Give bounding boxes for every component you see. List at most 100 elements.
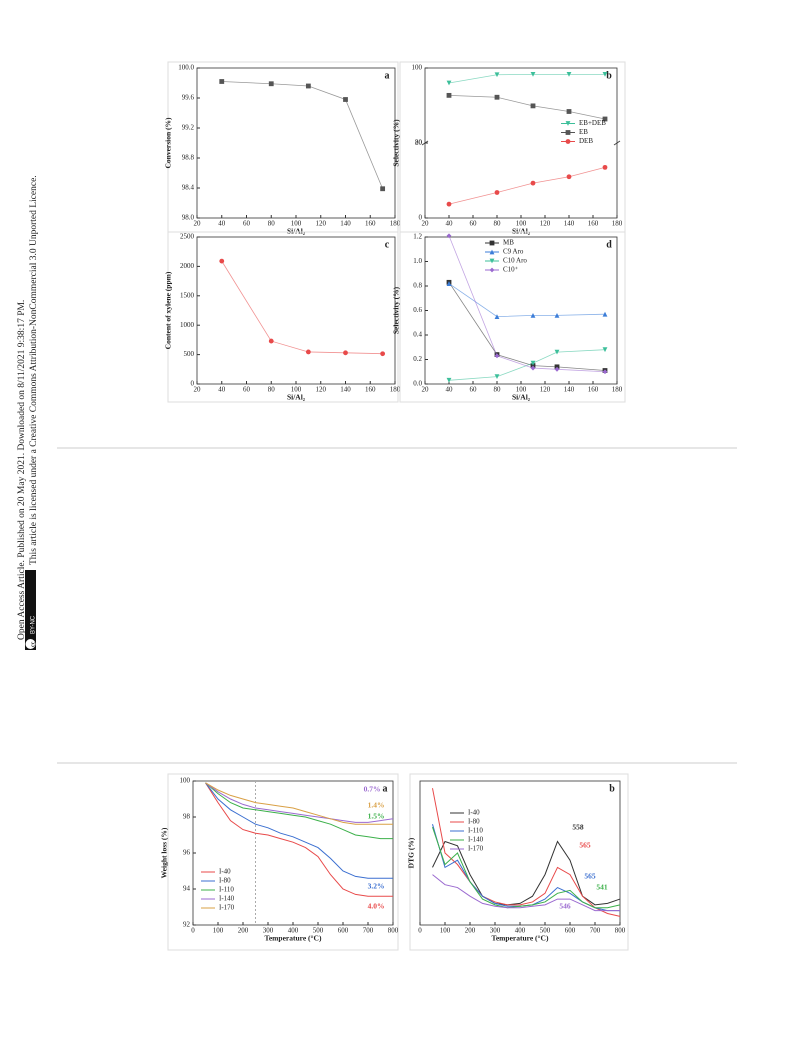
y-tick-label: 500	[184, 350, 195, 358]
series-line	[432, 874, 620, 912]
annotation: 1.4%	[368, 801, 385, 810]
point	[446, 80, 452, 86]
y-tick-label: 20	[415, 139, 423, 147]
x-axis-title: Si/Al₂	[512, 227, 531, 236]
x-axis-title: Si/Al₂	[287, 227, 306, 236]
point	[530, 365, 536, 371]
legend-label: I-170	[468, 845, 484, 853]
point	[305, 349, 311, 355]
series-line	[205, 782, 393, 825]
series-line	[432, 824, 620, 912]
point	[494, 72, 500, 78]
legend-label: I-40	[468, 809, 480, 817]
y-tick-label: 80	[415, 139, 423, 147]
series-line	[448, 283, 606, 318]
x-tick-label: 140	[564, 220, 575, 228]
y-tick-label: 99.6	[182, 94, 195, 102]
x-axis-title: Si/Al₂	[512, 393, 531, 402]
point	[602, 311, 608, 317]
x-tick-label: 40	[446, 386, 454, 394]
x-tick-label: 180	[390, 220, 401, 228]
x-tick-label: 200	[465, 927, 476, 935]
y-tick-label: 98.8	[182, 154, 195, 162]
annotation: 541	[596, 883, 608, 892]
frame	[167, 773, 399, 951]
point	[446, 233, 452, 239]
x-tick-label: 20	[422, 386, 430, 394]
series-line	[448, 349, 606, 381]
x-tick-label: 20	[194, 220, 202, 228]
x-tick-label: 500	[540, 927, 551, 935]
y-tick-label: 0.8	[413, 282, 422, 290]
x-tick-label: 20	[422, 220, 430, 228]
y-tick-label: 0	[191, 380, 195, 388]
x-tick-label: 700	[363, 927, 374, 935]
point	[554, 349, 560, 355]
legend-label: I-80	[468, 818, 480, 826]
point	[489, 258, 495, 264]
sidebar-line: This article is licensed under a Creativ…	[29, 175, 39, 565]
point	[494, 190, 500, 195]
point	[565, 139, 571, 144]
x-tick-label: 0	[418, 927, 422, 935]
legend-label: EB	[579, 128, 588, 136]
point	[530, 180, 536, 186]
legend-label: I-110	[468, 827, 483, 835]
annotation: 1.5%	[368, 812, 385, 821]
y-tick-label: 0	[419, 214, 423, 222]
point	[566, 109, 572, 114]
x-tick-label: 80	[494, 220, 502, 228]
legend-label: I-40	[219, 868, 231, 876]
x-tick-label: 200	[238, 927, 249, 935]
plot-area	[196, 236, 396, 385]
point	[530, 71, 536, 77]
sidebar-line: Open Access Article. Published on 20 May…	[17, 300, 27, 640]
point	[565, 130, 571, 135]
legend-label: I-110	[219, 886, 234, 894]
legend-label: DEB	[579, 137, 593, 145]
x-tick-label: 160	[588, 386, 599, 394]
y-axis-title: Selectivity (%)	[392, 286, 401, 334]
x-tick-label: 300	[263, 927, 274, 935]
x-tick-label: 60	[243, 386, 251, 394]
legend-label: C10 Aro	[503, 257, 527, 265]
point	[380, 351, 386, 357]
point	[446, 92, 452, 98]
x-tick-label: 400	[515, 927, 526, 935]
annotation: 565	[584, 872, 596, 881]
y-tick-label: 100.0	[178, 64, 194, 72]
series-line	[448, 94, 606, 120]
frame	[409, 773, 629, 951]
y-axis-title: DTG (%)	[407, 837, 416, 868]
y-tick-label: 1.0	[413, 257, 422, 265]
point	[380, 186, 386, 192]
y-tick-label: 98.0	[182, 214, 195, 222]
sidebar: Open Access Article. Published on 20 May…	[17, 175, 39, 650]
x-tick-label: 100	[516, 386, 527, 394]
x-tick-label: 100	[213, 927, 224, 935]
x-tick-label: 140	[340, 386, 351, 394]
point	[494, 353, 500, 359]
point	[494, 374, 500, 380]
panel-label: a	[383, 783, 388, 794]
point	[566, 174, 572, 180]
y-axis-title: Content of xylene (ppm)	[164, 271, 173, 349]
x-tick-label: 800	[388, 927, 399, 935]
point	[446, 201, 452, 207]
legend-label: I-80	[219, 877, 231, 885]
annotation: 565	[579, 841, 591, 850]
point	[268, 81, 274, 87]
x-tick-label: 120	[316, 386, 327, 394]
panel-label: b	[609, 783, 615, 794]
panel-label: c	[385, 239, 390, 250]
badge-cc: cc	[30, 641, 36, 647]
series-line	[432, 840, 621, 906]
x-tick-label: 400	[288, 927, 299, 935]
y-tick-label: 1500	[180, 291, 195, 299]
point	[343, 97, 348, 102]
x-tick-label: 100	[440, 927, 451, 935]
x-tick-label: 40	[218, 220, 226, 228]
x-tick-label: 800	[615, 927, 626, 935]
legend-label: I-170	[219, 904, 235, 912]
